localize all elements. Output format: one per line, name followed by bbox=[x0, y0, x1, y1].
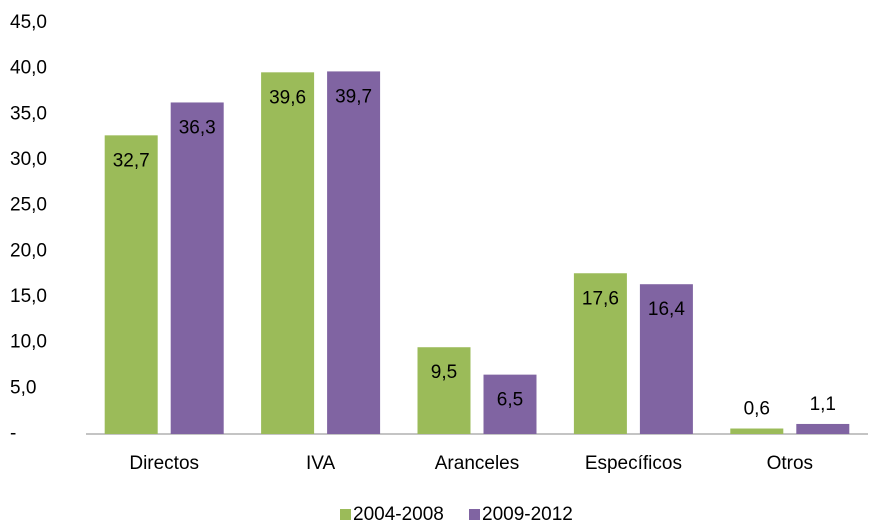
y-tick-label: 35,0 bbox=[10, 103, 47, 124]
x-tick-label: Directos bbox=[129, 453, 199, 474]
data-label: 17,6 bbox=[582, 288, 619, 309]
x-tick-label: Otros bbox=[767, 453, 813, 474]
bar bbox=[796, 423, 850, 434]
data-label: 0,6 bbox=[744, 399, 770, 420]
x-tick-label: Específicos bbox=[585, 453, 682, 474]
y-tick-label: - bbox=[10, 423, 16, 444]
data-label: 16,4 bbox=[648, 299, 685, 320]
bar bbox=[261, 72, 315, 434]
bar bbox=[327, 71, 381, 434]
y-tick-label: 25,0 bbox=[10, 195, 47, 216]
y-tick-label: 20,0 bbox=[10, 240, 47, 261]
bar bbox=[170, 102, 224, 435]
y-tick-label: 30,0 bbox=[10, 149, 47, 170]
data-label: 39,6 bbox=[269, 87, 306, 108]
bar bbox=[573, 273, 627, 434]
y-tick-label: 5,0 bbox=[10, 377, 36, 398]
legend-swatch bbox=[469, 509, 480, 520]
y-tick-label: 10,0 bbox=[10, 332, 47, 353]
bar bbox=[417, 347, 471, 434]
data-label: 39,7 bbox=[335, 86, 372, 107]
x-tick-label: Aranceles bbox=[435, 453, 520, 474]
legend-label: 2009-2012 bbox=[482, 504, 573, 523]
y-tick-label: 15,0 bbox=[10, 286, 47, 307]
data-label: 36,3 bbox=[179, 117, 216, 138]
y-tick-label: 40,0 bbox=[10, 58, 47, 79]
bar bbox=[483, 374, 537, 434]
legend-swatch bbox=[340, 509, 351, 520]
data-label: 9,5 bbox=[431, 362, 457, 383]
bar bbox=[639, 284, 693, 434]
bar bbox=[104, 135, 158, 434]
data-label: 6,5 bbox=[497, 390, 523, 411]
legend-label: 2004-2008 bbox=[353, 504, 444, 523]
x-tick-label: IVA bbox=[306, 453, 336, 474]
data-label: 1,1 bbox=[810, 394, 836, 415]
bar bbox=[730, 428, 784, 434]
y-tick-label: 45,0 bbox=[10, 12, 47, 33]
data-label: 32,7 bbox=[113, 150, 150, 171]
